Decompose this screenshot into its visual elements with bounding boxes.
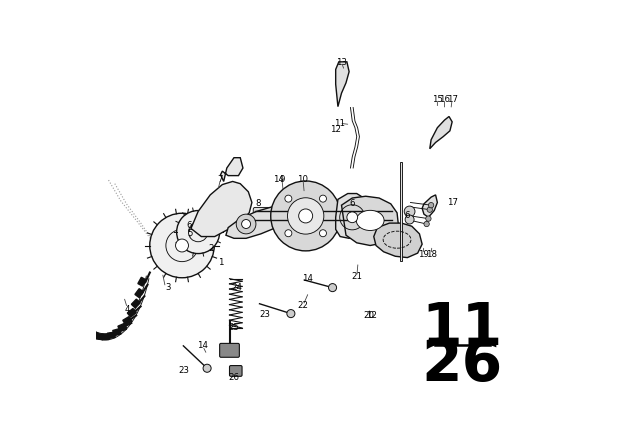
Text: 11: 11: [334, 119, 345, 128]
Bar: [118, 323, 127, 331]
Circle shape: [404, 206, 415, 217]
Text: 1: 1: [218, 258, 223, 267]
Text: 16: 16: [439, 95, 450, 104]
Bar: [123, 317, 132, 325]
Text: 12: 12: [330, 125, 341, 134]
Bar: [90, 331, 98, 338]
Bar: [96, 333, 104, 340]
Text: 19: 19: [418, 250, 428, 259]
Circle shape: [299, 209, 313, 223]
Bar: [138, 277, 146, 286]
Circle shape: [426, 216, 431, 221]
Text: 15: 15: [432, 95, 443, 104]
FancyBboxPatch shape: [230, 366, 242, 376]
Circle shape: [319, 195, 326, 202]
Circle shape: [236, 214, 256, 234]
FancyBboxPatch shape: [253, 207, 305, 222]
Circle shape: [242, 220, 251, 228]
Text: 17: 17: [447, 95, 458, 104]
Circle shape: [285, 230, 292, 237]
Polygon shape: [226, 207, 291, 238]
Text: 14: 14: [302, 274, 313, 283]
Circle shape: [271, 181, 340, 251]
Text: 18: 18: [426, 250, 436, 259]
Text: 6: 6: [186, 221, 192, 230]
Text: 9: 9: [279, 175, 285, 184]
Circle shape: [347, 212, 358, 223]
Circle shape: [287, 198, 324, 234]
Text: 20: 20: [363, 311, 374, 320]
Polygon shape: [342, 196, 398, 246]
Text: 3: 3: [165, 283, 170, 292]
Ellipse shape: [356, 211, 384, 231]
Polygon shape: [336, 194, 370, 238]
Polygon shape: [191, 181, 252, 237]
Text: 7: 7: [218, 175, 223, 184]
Bar: [84, 327, 92, 335]
Bar: [135, 289, 143, 297]
Circle shape: [175, 239, 188, 252]
Text: 8: 8: [255, 199, 261, 208]
Text: 6: 6: [404, 211, 410, 220]
Circle shape: [427, 207, 433, 212]
Polygon shape: [422, 195, 437, 217]
Circle shape: [319, 230, 326, 237]
Circle shape: [150, 213, 214, 278]
Text: 14: 14: [197, 341, 208, 350]
Bar: [400, 162, 401, 261]
Text: 14: 14: [273, 175, 284, 184]
Text: 26: 26: [228, 373, 239, 382]
Text: 5: 5: [188, 229, 193, 238]
Text: 6: 6: [349, 199, 355, 208]
Text: 11: 11: [422, 300, 503, 357]
Text: 4: 4: [125, 305, 130, 314]
Polygon shape: [374, 223, 422, 258]
Circle shape: [424, 221, 429, 227]
Text: 23: 23: [179, 366, 189, 375]
Text: 24: 24: [232, 283, 243, 292]
Text: 22: 22: [298, 301, 308, 310]
Bar: [102, 334, 109, 340]
Text: 10: 10: [298, 175, 308, 184]
FancyBboxPatch shape: [220, 344, 239, 358]
Circle shape: [405, 215, 414, 224]
Polygon shape: [221, 158, 243, 181]
Text: 26: 26: [422, 336, 503, 393]
Bar: [127, 309, 136, 317]
Circle shape: [287, 310, 295, 318]
Bar: [108, 332, 115, 339]
Text: 2: 2: [209, 244, 214, 253]
Bar: [113, 328, 121, 336]
Polygon shape: [336, 62, 349, 107]
Polygon shape: [430, 116, 452, 149]
Circle shape: [203, 364, 211, 372]
Text: 21: 21: [351, 272, 362, 281]
Text: 25: 25: [228, 323, 239, 332]
Circle shape: [177, 211, 220, 254]
Text: 12: 12: [365, 311, 376, 320]
Text: 23: 23: [260, 310, 271, 319]
Bar: [131, 299, 140, 308]
Circle shape: [285, 195, 292, 202]
Circle shape: [328, 284, 337, 292]
Circle shape: [428, 202, 434, 208]
Text: 17: 17: [447, 198, 458, 207]
Text: 13: 13: [336, 58, 347, 67]
